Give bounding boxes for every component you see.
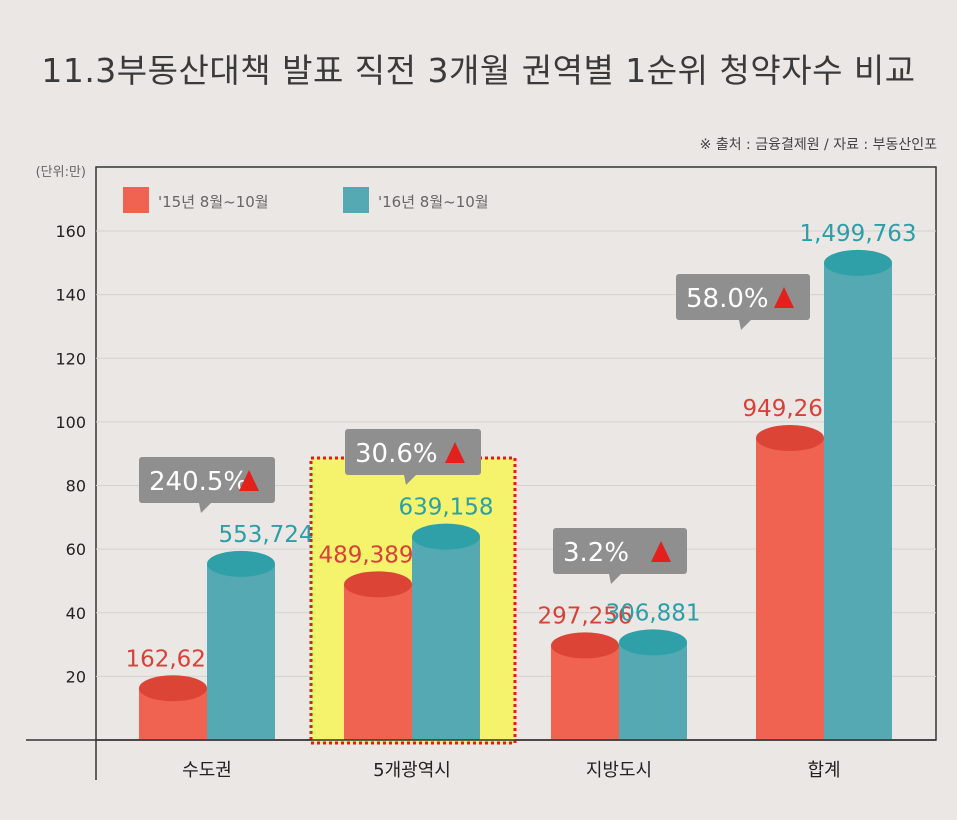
y-tick-label: 140 [55, 286, 86, 305]
callout-tail [739, 320, 751, 330]
x-tick-label: 지방도시 [586, 760, 652, 781]
change-callout [553, 528, 687, 574]
x-tick-label: 합계 [807, 760, 840, 781]
callout-tail [609, 574, 621, 584]
bar [551, 645, 619, 740]
change-callout [139, 457, 275, 503]
y-tick-label: 20 [66, 667, 86, 686]
bar-top [756, 425, 824, 452]
bar [756, 438, 824, 740]
bar-top [551, 632, 619, 659]
legend-label: '15년 8월~10월 [158, 193, 269, 211]
chart-title: 11.3부동산대책 발표 직전 3개월 권역별 1순위 청약자수 비교 [41, 51, 916, 90]
bar-top [412, 523, 480, 550]
x-tick-label: 수도권 [182, 760, 232, 781]
bar-top [344, 571, 412, 598]
legend-label: '16년 8월~10월 [378, 193, 489, 211]
change-value: 240.5% [149, 467, 248, 497]
bar-top [619, 629, 687, 656]
y-tick-label: 120 [55, 349, 86, 368]
data-label: 949,265 [742, 396, 837, 422]
legend-swatch [343, 187, 369, 213]
bar [344, 584, 412, 740]
change-callout [676, 274, 810, 320]
bar [824, 262, 892, 740]
data-label: 639,158 [398, 495, 493, 521]
data-label: 306,881 [605, 600, 700, 626]
up-arrow-icon [651, 541, 671, 562]
bar-top [824, 249, 892, 276]
unit-label: (단위:만) [36, 165, 86, 180]
data-label: 162,620 [125, 646, 220, 672]
data-label: 553,724 [218, 522, 313, 548]
y-tick-label: 60 [66, 540, 86, 559]
y-tick-label: 80 [66, 477, 86, 496]
y-tick-label: 100 [55, 413, 86, 432]
data-label: 297,256 [537, 603, 632, 629]
callout-tail [404, 475, 416, 485]
callout-tail [199, 503, 211, 513]
change-callout [345, 429, 481, 475]
legend-swatch [123, 187, 149, 213]
bar-top [207, 550, 275, 577]
data-label: 1,499,763 [799, 221, 916, 247]
y-tick-label: 160 [55, 222, 86, 241]
up-arrow-icon [239, 470, 259, 491]
up-arrow-icon [774, 287, 794, 308]
bar-top [139, 675, 207, 702]
bar [207, 563, 275, 740]
x-tick-label: 5개광역시 [373, 760, 451, 781]
change-value: 58.0% [686, 284, 769, 314]
bar [412, 536, 480, 740]
up-arrow-icon [445, 442, 465, 463]
bar [619, 642, 687, 740]
y-tick-label: 40 [66, 604, 86, 623]
source-note: ※ 출처 : 금융결제원 / 자료 : 부동산인포 [699, 137, 937, 153]
data-label: 489,389 [318, 542, 413, 568]
change-value: 30.6% [355, 439, 438, 469]
change-value: 3.2% [563, 538, 629, 568]
